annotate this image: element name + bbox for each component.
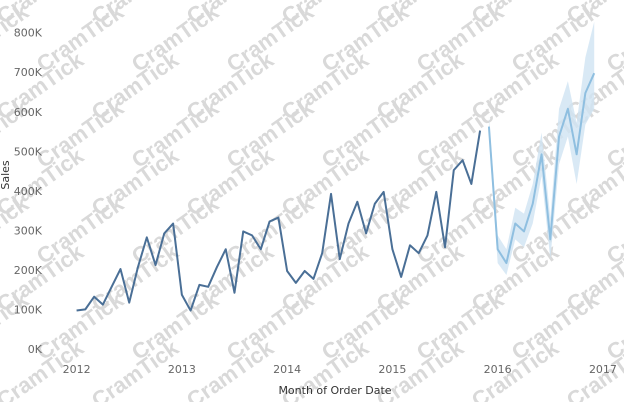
y-tick-label: 200K [14,264,43,277]
line [487,72,596,265]
x-axis-title: Month of Order Date [278,384,391,397]
line [76,130,482,312]
y-tick-label: 600K [14,106,43,119]
x-tick-label: 2015 [378,363,406,376]
y-tick-label: 700K [14,66,43,79]
y-tick-label: 400K [14,185,43,198]
y-tick-label: 100K [14,304,43,317]
y-tick-label: 800K [14,27,43,40]
y-tick-label: 0K [28,343,43,356]
forecast-band [488,21,595,275]
y-tick-label: 500K [14,145,43,158]
x-tick-label: 2016 [484,363,512,376]
y-axis-title: Sales [0,160,12,190]
plot: 0K 100K 200K 300K 400K 500K 600K 700K 800K 2012 20… [14,21,617,376]
x-tick-label: 2012 [63,363,91,376]
y-tick-label: 300K [14,224,43,237]
x-tick-label: 2014 [273,363,301,376]
x-tick-label: 2013 [168,363,196,376]
x-tick-label: 2017 [589,363,617,376]
